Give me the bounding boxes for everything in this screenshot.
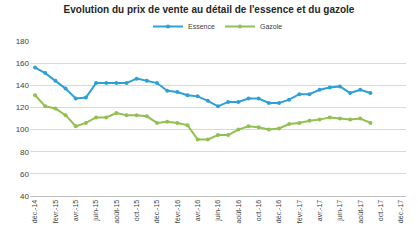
svg-text:déc.-15: déc.-15 (153, 200, 160, 223)
svg-text:juin-15: juin-15 (92, 200, 100, 222)
svg-text:160: 160 (16, 59, 30, 68)
svg-text:déc.-17: déc.-17 (397, 200, 404, 223)
svg-text:80: 80 (20, 148, 29, 157)
svg-text:180: 180 (16, 37, 30, 46)
svg-text:40: 40 (20, 192, 29, 201)
svg-text:100: 100 (16, 125, 30, 134)
svg-text:Gazole: Gazole (260, 23, 282, 30)
svg-text:juin-17: juin-17 (336, 200, 344, 222)
svg-text:oct.-15: oct.-15 (133, 200, 140, 222)
svg-text:60: 60 (20, 170, 29, 179)
svg-text:140: 140 (16, 81, 30, 90)
svg-text:avr.-16: avr.-16 (194, 200, 201, 222)
svg-text:oct.-16: oct.-16 (255, 200, 262, 222)
svg-text:juin-16: juin-16 (214, 200, 222, 222)
svg-text:avr.-17: avr.-17 (316, 200, 323, 222)
svg-text:120: 120 (16, 103, 30, 112)
svg-text:déc.-16: déc.-16 (275, 200, 282, 223)
svg-text:févr.-15: févr.-15 (52, 200, 59, 223)
svg-text:Essence: Essence (188, 23, 215, 30)
svg-text:févr.-17: févr.-17 (296, 200, 303, 223)
svg-text:déc.-14: déc.-14 (31, 200, 38, 223)
svg-text:févr.-16: févr.-16 (174, 200, 181, 223)
svg-text:août-16: août-16 (235, 200, 242, 224)
svg-text:avr.-15: avr.-15 (72, 200, 79, 222)
svg-text:Evolution du prix de vente au: Evolution du prix de vente au détail de … (64, 4, 355, 15)
svg-text:août-15: août-15 (113, 200, 120, 224)
svg-text:oct.-17: oct.-17 (377, 200, 384, 222)
svg-text:août-17: août-17 (357, 200, 364, 224)
